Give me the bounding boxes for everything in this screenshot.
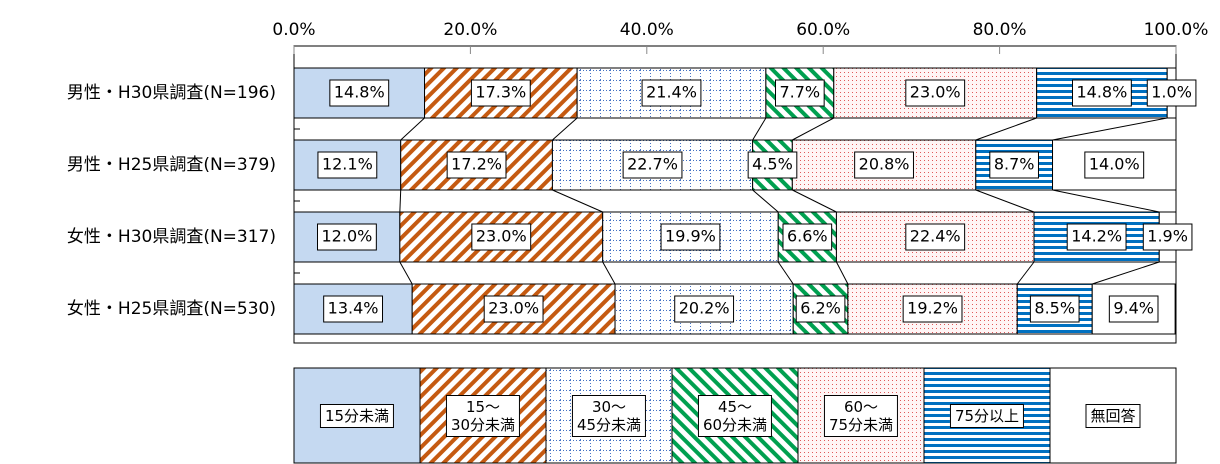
series-line [975, 117, 1037, 141]
data-label: 7.7% [779, 83, 820, 102]
data-label-box [774, 79, 825, 107]
series-line [975, 189, 1035, 213]
data-label: 8.5% [1034, 299, 1075, 318]
series-line [792, 189, 837, 213]
data-label: 6.2% [800, 299, 841, 318]
data-label: 19.2% [907, 299, 958, 318]
data-label-box [854, 151, 914, 179]
data-label-box [317, 151, 378, 179]
legend-label: 75分以上 [949, 403, 1025, 428]
data-label-box [782, 223, 833, 251]
series-line [399, 261, 413, 285]
category-label: 女性・H30県調査(N=317) [67, 227, 276, 247]
legend-label: 無回答 [1085, 403, 1141, 428]
series-line [602, 261, 616, 285]
data-label: 9.4% [1113, 299, 1154, 318]
data-label-box [674, 295, 735, 323]
x-tick-label: 100.0% [1144, 20, 1209, 40]
data-label-box [1084, 151, 1145, 179]
data-label: 8.7% [994, 155, 1035, 174]
data-label-box [660, 223, 721, 251]
data-label: 1.0% [1151, 83, 1192, 102]
x-tick-label: 0.0% [272, 20, 315, 40]
series-line [792, 117, 835, 141]
legend-label: 30～ 45分未満 [571, 394, 647, 437]
category-label: 男性・H30県調査(N=196) [67, 83, 276, 103]
series-line [400, 117, 425, 141]
series-line [1052, 117, 1168, 141]
legend-label: 15～ 30分未満 [445, 394, 521, 437]
series-line [777, 261, 794, 285]
data-label-box [470, 79, 531, 107]
data-label-box [1029, 295, 1080, 323]
data-label-box [905, 223, 966, 251]
data-label-box [905, 79, 966, 107]
data-label: 23.0% [910, 83, 961, 102]
data-label: 14.8% [1076, 83, 1127, 102]
data-label-box [323, 295, 384, 323]
data-label-box [1142, 223, 1193, 251]
data-label: 21.4% [646, 83, 697, 102]
legend-label: 60～ 75分未満 [823, 394, 899, 437]
data-label: 1.9% [1147, 227, 1188, 246]
data-label: 20.8% [859, 155, 910, 174]
data-label: 22.4% [910, 227, 961, 246]
data-label: 6.6% [787, 227, 828, 246]
series-line [835, 261, 849, 285]
data-label-box [1071, 79, 1132, 107]
data-label-box [446, 151, 507, 179]
plot-frame [293, 45, 1177, 344]
data-label-box [1066, 223, 1127, 251]
data-label: 22.7% [627, 155, 678, 174]
series-line [552, 189, 603, 213]
series-line [399, 189, 402, 213]
data-label-box [317, 223, 377, 251]
legend-label: 45～ 60分未満 [697, 394, 773, 437]
data-label: 12.0% [322, 227, 373, 246]
series-line [752, 117, 767, 141]
data-label-box [329, 79, 390, 107]
data-label: 12.1% [322, 155, 373, 174]
data-label-box [483, 295, 544, 323]
data-label: 23.0% [488, 299, 539, 318]
data-label-box [471, 223, 532, 251]
data-label-box [747, 151, 798, 179]
series-line [1052, 189, 1160, 213]
data-label: 17.2% [451, 155, 502, 174]
data-label-box [902, 295, 963, 323]
legend-label: 15分未満 [319, 403, 395, 428]
x-tick-label: 40.0% [620, 20, 674, 40]
series-line [552, 117, 578, 141]
data-label: 17.3% [475, 83, 526, 102]
series-line [752, 189, 779, 213]
x-tick-label: 80.0% [973, 20, 1027, 40]
x-tick-label: 60.0% [796, 20, 850, 40]
series-line [1016, 261, 1035, 285]
data-label: 23.0% [476, 227, 527, 246]
data-label: 19.9% [665, 227, 716, 246]
category-label: 女性・H25県調査(N=530) [67, 299, 276, 319]
data-label-box [1108, 295, 1159, 323]
data-label-box [1146, 79, 1197, 107]
data-label: 13.4% [328, 299, 379, 318]
series-line [1092, 261, 1160, 285]
data-label: 4.5% [752, 155, 793, 174]
data-label: 14.2% [1071, 227, 1122, 246]
x-tick-label: 20.0% [443, 20, 497, 40]
data-label-box [989, 151, 1039, 179]
data-label: 14.8% [334, 83, 385, 102]
data-label: 14.0% [1089, 155, 1140, 174]
data-label-box [795, 295, 846, 323]
data-label-box [622, 151, 683, 179]
data-label: 20.2% [679, 299, 730, 318]
category-label: 男性・H25県調査(N=379) [67, 155, 276, 175]
data-label-box [641, 79, 702, 107]
